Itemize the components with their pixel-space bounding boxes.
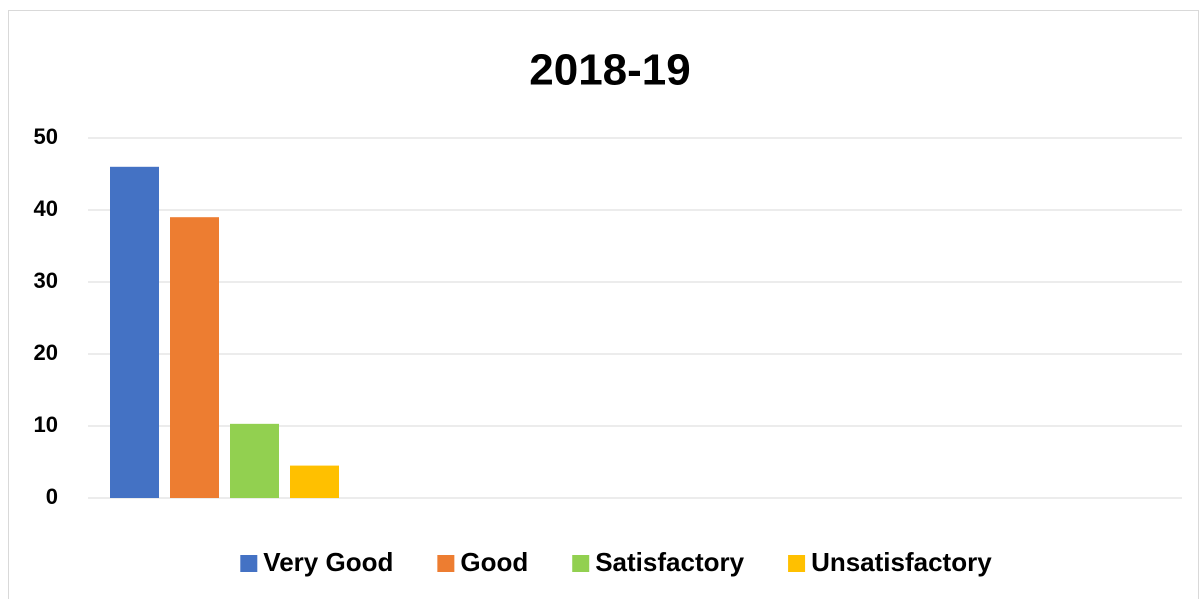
y-tick-label: 20 xyxy=(34,340,58,365)
bar xyxy=(110,166,159,499)
legend-label: Good xyxy=(460,547,528,577)
legend-swatch xyxy=(437,555,455,572)
legend-label: Unsatisfactory xyxy=(811,547,992,577)
y-tick-label: 50 xyxy=(34,124,58,149)
y-tick-label: 40 xyxy=(34,196,58,221)
legend-swatch xyxy=(572,555,590,572)
y-tick-label: 0 xyxy=(46,484,58,509)
legend-swatch xyxy=(788,555,806,572)
legend-swatch xyxy=(240,555,258,572)
bar xyxy=(230,423,279,498)
y-tick-label: 10 xyxy=(34,412,58,437)
chart-title: 2018-19 xyxy=(529,46,690,95)
bar xyxy=(290,465,339,498)
y-tick-label: 30 xyxy=(34,268,58,293)
legend-label: Satisfactory xyxy=(595,547,744,577)
bar xyxy=(170,217,219,498)
legend-label: Very Good xyxy=(263,547,393,577)
